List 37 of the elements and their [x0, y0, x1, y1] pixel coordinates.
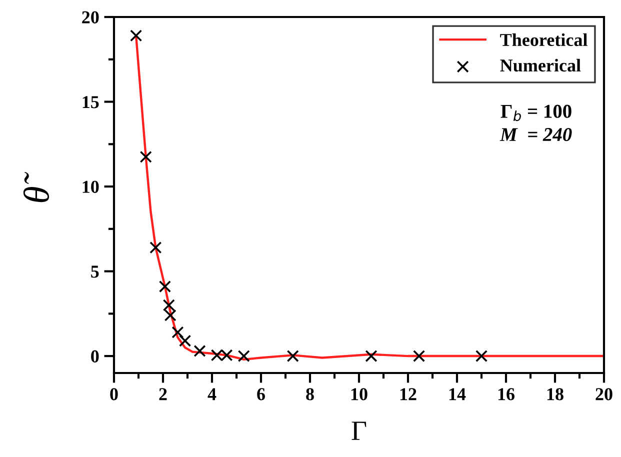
- x-tick-label: 2: [159, 388, 167, 400]
- y-tick-label: 20: [82, 11, 99, 24]
- point: [172, 326, 184, 338]
- point: [286, 350, 299, 362]
- annotation: M = 240: [500, 128, 572, 142]
- x-axis-title: Γ: [352, 422, 366, 440]
- point: [475, 350, 488, 362]
- x-tick-label: 12: [400, 388, 416, 400]
- point: [150, 242, 162, 254]
- y-tick-label: 10: [82, 180, 99, 193]
- point: [162, 299, 175, 312]
- point: [158, 280, 172, 293]
- x-tick-label: 10: [351, 388, 368, 400]
- point: [130, 30, 142, 42]
- y-tick-label: 0: [91, 350, 99, 362]
- point: [178, 334, 192, 347]
- point: [164, 309, 176, 322]
- x-tick-label: 0: [110, 388, 118, 400]
- point: [140, 150, 152, 163]
- x-tick-label: 18: [547, 388, 564, 400]
- x-tick-label: 6: [257, 388, 265, 400]
- legend-label: Numerical: [500, 58, 581, 72]
- x-tick-label: 8: [306, 388, 314, 400]
- x-tick-label: 20: [596, 388, 612, 400]
- legend-label: Theoretical: [500, 33, 588, 46]
- point: [412, 350, 426, 362]
- point: [238, 350, 250, 362]
- y-tick-label: 15: [82, 96, 99, 108]
- y-axis-title: θ̃: [23, 172, 50, 202]
- point: [365, 350, 378, 362]
- x-tick-label: 14: [449, 388, 466, 400]
- x-tick-label: 4: [208, 388, 216, 400]
- y-tick-label: 5: [91, 266, 99, 278]
- line-series: [134, 34, 604, 361]
- annotation: Γ$_{b}$ = 100: [500, 104, 572, 122]
- point: [194, 344, 206, 358]
- x-tick-label: 16: [498, 388, 514, 400]
